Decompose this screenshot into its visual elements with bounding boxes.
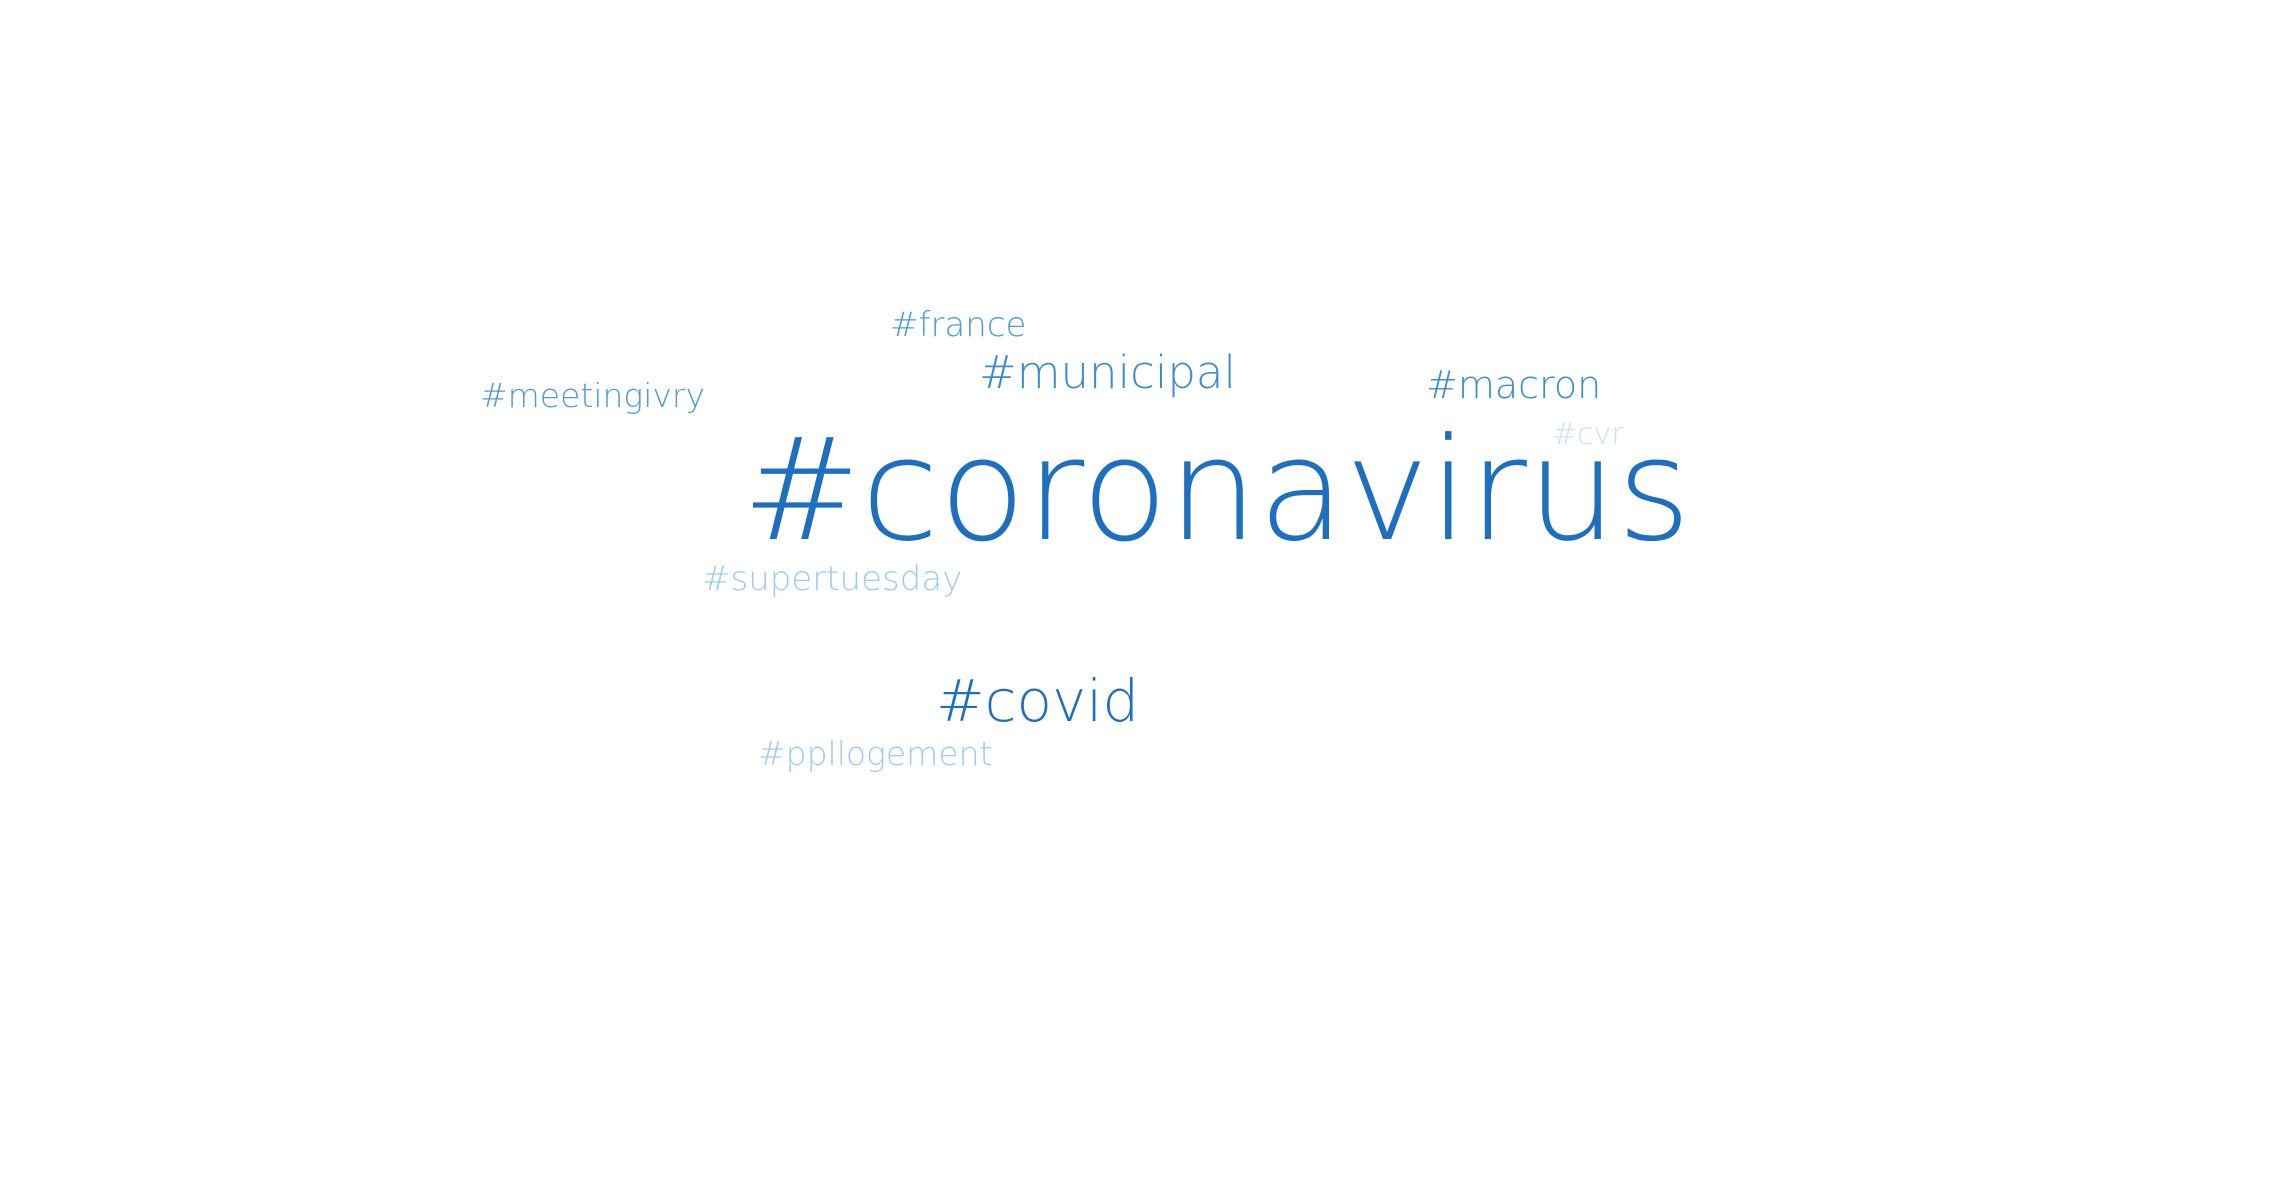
tag-coronavirus: #coronavirus — [742, 408, 1691, 573]
tag-ppllogement: #ppllogement — [758, 734, 993, 773]
tag-cvr: #cvr — [1552, 417, 1624, 452]
tag-france: #france — [890, 305, 1027, 345]
tag-municipal: #municipal — [979, 346, 1236, 399]
tag-meetingivry: #meetingivry — [480, 376, 706, 415]
tag-covid: #covid — [936, 667, 1140, 735]
tag-supertuesday: #supertuesday — [702, 559, 963, 599]
tag-macron: #macron — [1426, 363, 1602, 407]
